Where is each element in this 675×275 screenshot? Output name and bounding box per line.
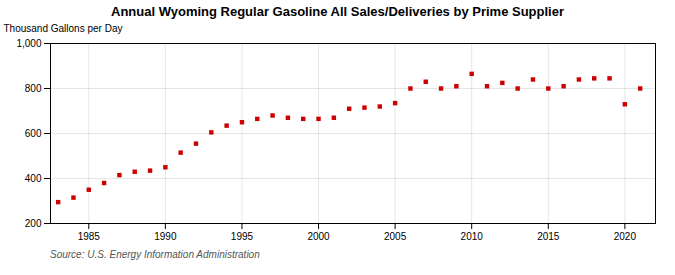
svg-text:600: 600 (25, 128, 42, 139)
html-text:Annual Wyoming Regular Gasolin: Annual Wyoming Regular Gasoline All Sale… (111, 4, 564, 19)
svg-text:400: 400 (25, 173, 42, 184)
html-text:Source: U.S. Energy Informatio: Source: U.S. Energy Information Administ… (50, 249, 260, 260)
svg-text:Thousand Gallons per Day: Thousand Gallons per Day (4, 23, 123, 34)
svg-text:800: 800 (25, 83, 42, 94)
svg-text:1985: 1985 (78, 231, 101, 242)
svg-text:2020: 2020 (614, 231, 637, 242)
svg-text:2000: 2000 (307, 231, 330, 242)
svg-text:2010: 2010 (461, 231, 484, 242)
svg-text:2015: 2015 (537, 231, 560, 242)
svg-text:2005: 2005 (384, 231, 407, 242)
svg-text:1990: 1990 (154, 231, 177, 242)
svg-text:1,000: 1,000 (16, 38, 41, 49)
svg-text:1995: 1995 (231, 231, 254, 242)
svg-text:200: 200 (25, 218, 42, 229)
